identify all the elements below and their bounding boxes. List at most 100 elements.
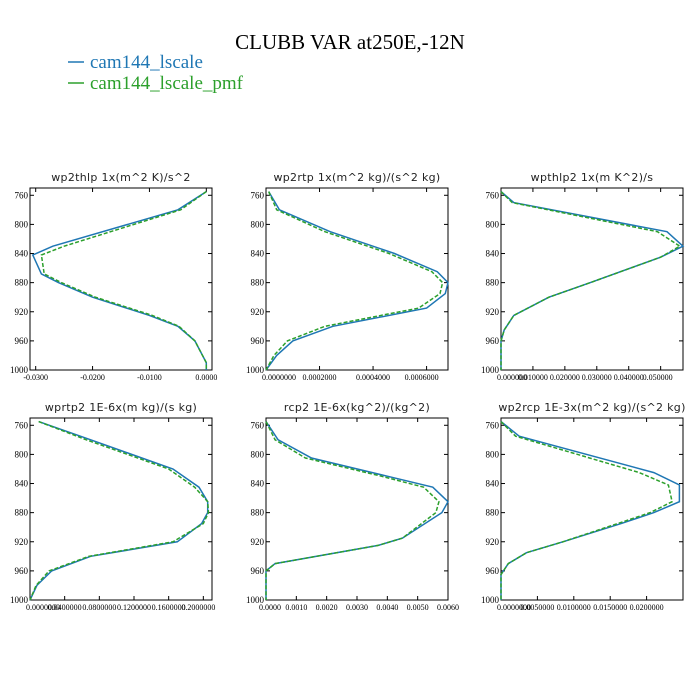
x-tick-label: 0.0000000 <box>262 373 296 382</box>
x-tick-label: -0.0200 <box>80 373 105 382</box>
plot-frame <box>500 187 684 371</box>
x-tick-label: 0.1200000 <box>117 603 151 612</box>
y-tick-label: 920 <box>486 537 500 547</box>
series-line-cam144-lscale-pmf <box>500 191 682 370</box>
y-tick-label: 800 <box>15 219 29 229</box>
y-tick-label: 960 <box>251 566 265 576</box>
x-tick-label: 0.0400000 <box>48 603 82 612</box>
series-line-cam144-lscale-pmf <box>40 190 208 370</box>
y-tick-label: 920 <box>251 307 265 317</box>
y-tick-label: 840 <box>251 479 265 489</box>
y-tick-label: 800 <box>486 219 500 229</box>
x-tick-label: 0.0200000 <box>630 603 664 612</box>
x-tick-label: 0.0020 <box>316 603 338 612</box>
y-tick-label: 880 <box>15 508 29 518</box>
y-tick-label: 920 <box>15 307 29 317</box>
y-tick-label: 1000 <box>246 365 265 375</box>
x-tick-label: 0.030000 <box>582 373 612 382</box>
y-tick-label: 920 <box>251 537 265 547</box>
series-line-cam144-lscale <box>265 421 449 600</box>
x-tick-label: 0.010000 <box>518 373 548 382</box>
y-tick-label: 1000 <box>10 595 29 605</box>
panel-grid: wp2thlp 1x(m^2 K)/s^2 760 800 840 880 920 960 1… <box>10 171 685 612</box>
x-tick-label: 0.2000000 <box>181 603 215 612</box>
x-tick-label: 0.0000000 <box>497 603 531 612</box>
panel-title: rcp2 1E-6x(kg^2)/(kg^2) <box>284 401 430 414</box>
panel-3: wpthlp2 1x(m K^2)/s 760 800 840 880 920 960 100… <box>481 171 685 382</box>
panel-title: wpthlp2 1x(m K^2)/s <box>531 171 654 184</box>
y-tick-label: 1000 <box>481 365 500 375</box>
x-tick-label: 0.0010 <box>285 603 307 612</box>
figure-title: CLUBB VAR at250E,-12N <box>235 30 465 54</box>
y-tick-label: 800 <box>15 449 29 459</box>
x-tick-label: 0.0000 <box>259 603 281 612</box>
y-tick-label: 800 <box>251 449 265 459</box>
panel-1: wp2thlp 1x(m^2 K)/s^2 760 800 840 880 920 960 1… <box>10 171 217 382</box>
y-tick-label: 880 <box>486 278 500 288</box>
y-tick-label: 760 <box>251 190 265 200</box>
series-line-cam144-lscale <box>29 420 209 601</box>
y-tick-label: 960 <box>15 336 29 346</box>
y-tick-label: 760 <box>15 190 29 200</box>
plot-frame <box>29 417 213 601</box>
x-tick-label: 0.0002000 <box>303 373 337 382</box>
x-tick-label: 0.0040 <box>376 603 398 612</box>
panel-5: rcp2 1E-6x(kg^2)/(kg^2) 760 800 840 880 920 96… <box>246 401 459 612</box>
series-line-cam144-lscale <box>500 421 681 600</box>
x-tick-label: 0.0800000 <box>82 603 116 612</box>
x-tick-label: 0.1600000 <box>152 603 186 612</box>
series-line-cam144-lscale-pmf <box>500 421 673 600</box>
y-tick-label: 960 <box>486 566 500 576</box>
y-tick-label: 960 <box>15 566 29 576</box>
y-tick-label: 960 <box>251 336 265 346</box>
y-tick-label: 1000 <box>481 595 500 605</box>
x-tick-label: -0.0100 <box>137 373 162 382</box>
panel-title: wp2rcp 1E-3x(m^2 kg)/(s^2 kg) <box>498 401 685 414</box>
y-tick-label: 840 <box>251 249 265 259</box>
series-line-cam144-lscale <box>265 191 449 371</box>
x-tick-label: -0.0300 <box>23 373 48 382</box>
x-tick-label: 0.0000 <box>195 373 217 382</box>
y-tick-label: 880 <box>486 508 500 518</box>
series-line-cam144-lscale-pmf <box>265 421 440 600</box>
x-tick-label: 0.0030 <box>346 603 368 612</box>
x-tick-label: 0.0000000 <box>26 603 60 612</box>
plot-frame <box>265 187 449 371</box>
y-tick-label: 1000 <box>246 595 265 605</box>
y-tick-label: 960 <box>486 336 500 346</box>
y-tick-label: 840 <box>15 479 29 489</box>
y-tick-label: 760 <box>15 420 29 430</box>
y-tick-label: 920 <box>486 307 500 317</box>
y-tick-label: 840 <box>486 479 500 489</box>
y-tick-label: 880 <box>15 278 29 288</box>
series-line-cam144-lscale-pmf <box>265 191 444 371</box>
y-tick-label: 880 <box>251 508 265 518</box>
series-line-cam144-lscale-pmf <box>29 420 210 601</box>
legend-label-cam144-lscale-pmf: cam144_lscale_pmf <box>90 73 244 94</box>
legend-label-cam144-lscale: cam144_lscale <box>90 52 203 73</box>
panel-title: wprtp2 1E-6x(m kg)/(s kg) <box>45 401 197 414</box>
y-tick-label: 800 <box>486 449 500 459</box>
y-tick-label: 1000 <box>10 365 29 375</box>
x-tick-label: 0.020000 <box>550 373 580 382</box>
y-tick-label: 760 <box>486 190 500 200</box>
x-tick-label: 0.000000 <box>497 373 527 382</box>
y-tick-label: 760 <box>251 420 265 430</box>
x-tick-label: 0.040000 <box>614 373 644 382</box>
panel-6: wp2rcp 1E-3x(m^2 kg)/(s^2 kg) 760 800 840 88… <box>481 401 685 612</box>
plot-frame <box>265 417 449 601</box>
x-tick-label: 0.0150000 <box>593 603 627 612</box>
legend: cam144_lscale cam144_lscale_pmf <box>68 52 244 94</box>
y-tick-label: 840 <box>15 249 29 259</box>
y-tick-label: 800 <box>251 219 265 229</box>
y-tick-label: 880 <box>251 278 265 288</box>
panel-title: wp2thlp 1x(m^2 K)/s^2 <box>51 171 190 184</box>
panel-4: wprtp2 1E-6x(m kg)/(s kg) 760 800 840 880 920… <box>10 401 215 612</box>
panel-title: wp2rtp 1x(m^2 kg)/(s^2 kg) <box>273 171 440 184</box>
x-tick-label: 0.0050000 <box>520 603 554 612</box>
y-tick-label: 920 <box>15 537 29 547</box>
x-tick-label: 0.0050 <box>407 603 429 612</box>
x-tick-label: 0.050000 <box>643 373 673 382</box>
panel-2: wp2rtp 1x(m^2 kg)/(s^2 kg) 760 800 840 880 92… <box>246 171 449 382</box>
